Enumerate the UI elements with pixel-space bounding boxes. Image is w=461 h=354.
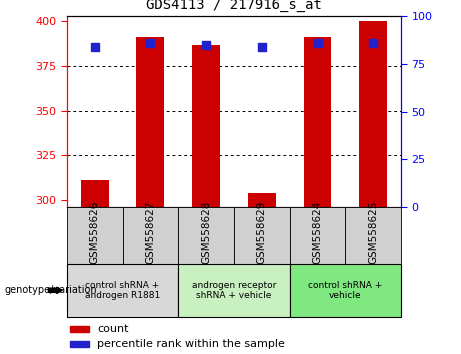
Bar [67, 207, 123, 264]
Text: count: count [97, 324, 129, 334]
Text: GSM558625: GSM558625 [368, 201, 378, 264]
Bar [81, 180, 109, 207]
Text: GSM558624: GSM558624 [313, 201, 323, 264]
Bar [70, 326, 89, 332]
Text: androgen receptor
shRNA + vehicle: androgen receptor shRNA + vehicle [192, 281, 276, 300]
Text: percentile rank within the sample: percentile rank within the sample [97, 339, 285, 349]
Text: control shRNA +
androgen R1881: control shRNA + androgen R1881 [85, 281, 160, 300]
Bar [192, 45, 220, 207]
Point [314, 40, 321, 46]
Text: GSM558627: GSM558627 [145, 201, 155, 264]
Point [370, 40, 377, 46]
Text: GSM558628: GSM558628 [201, 201, 211, 264]
Point [258, 44, 266, 49]
Bar [304, 38, 331, 207]
Point [202, 42, 210, 47]
Point [147, 40, 154, 46]
Bar [345, 207, 401, 264]
Bar [70, 341, 89, 347]
Point [91, 44, 98, 49]
Text: GSM558629: GSM558629 [257, 201, 267, 264]
Bar [178, 264, 290, 317]
Bar [136, 38, 164, 207]
Text: control shRNA +
vehicle: control shRNA + vehicle [308, 281, 383, 300]
Bar [67, 264, 178, 317]
Text: GSM558626: GSM558626 [90, 201, 100, 264]
Bar [248, 193, 276, 207]
Bar [178, 207, 234, 264]
Bar [123, 207, 178, 264]
Bar [290, 207, 345, 264]
Title: GDS4113 / 217916_s_at: GDS4113 / 217916_s_at [146, 0, 322, 12]
Bar [234, 207, 290, 264]
Bar [359, 21, 387, 207]
Text: genotype/variation: genotype/variation [5, 285, 97, 295]
Bar [290, 264, 401, 317]
